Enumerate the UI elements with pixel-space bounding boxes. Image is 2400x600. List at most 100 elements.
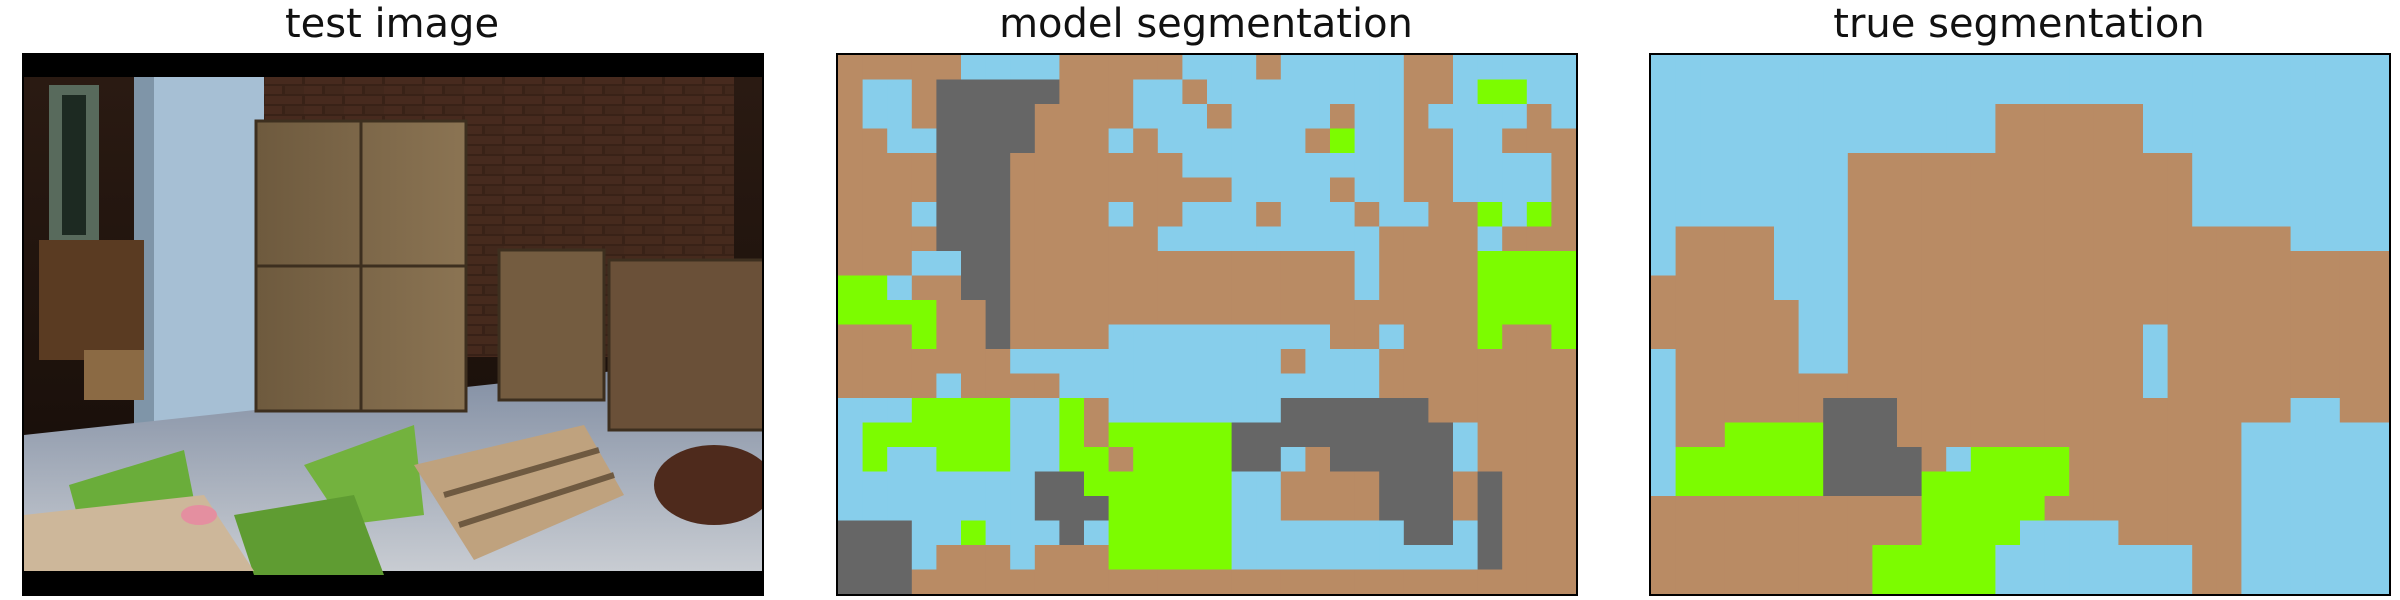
model-segmentation-cell [1330,251,1356,277]
model-segmentation-cell [1034,79,1060,105]
true-segmentation-cell [2143,202,2169,228]
model-segmentation-cell [862,447,888,473]
true-segmentation-cell [1946,398,1972,424]
true-segmentation-cell [2241,226,2267,252]
model-segmentation-cell [862,128,888,154]
true-segmentation-cell [2093,300,2119,326]
model-segmentation-cell [1280,128,1306,154]
model-segmentation-cell [1084,202,1110,228]
true-segmentation-cell [1700,153,1726,179]
true-segmentation-cell [2118,79,2144,105]
model-segmentation-cell [1354,202,1380,228]
true-segmentation-cell [2192,226,2218,252]
model-segmentation-cell [1305,496,1331,522]
model-segmentation-cell [936,496,962,522]
model-segmentation-cell [1133,104,1159,130]
model-segmentation-cell [1034,226,1060,252]
model-segmentation-cell [1059,324,1085,350]
model-segmentation-cell [1403,226,1429,252]
model-segmentation-cell [1526,545,1552,571]
model-segmentation-cell [862,79,888,105]
true-segmentation-cell [1749,275,1775,301]
model-segmentation-cell [1526,177,1552,203]
model-segmentation-cell [1330,349,1356,375]
true-segmentation-cell [2290,520,2316,546]
model-segmentation-cell [1034,104,1060,130]
model-segmentation-cell [1034,202,1060,228]
model-segmentation-cell [1403,251,1429,277]
model-segmentation-cell [961,202,987,228]
true-segmentation-cell [2315,55,2341,81]
true-segmentation-cell [1847,496,1873,522]
true-segmentation-cell [2290,202,2316,228]
model-segmentation-cell [1354,398,1380,424]
true-segmentation-cell [1651,324,1677,350]
true-segmentation-cell [1970,569,1996,594]
model-segmentation-cell [1330,275,1356,301]
model-segmentation-cell [1084,569,1110,594]
true-segmentation-cell [2044,373,2070,399]
true-segmentation-cell [2167,398,2193,424]
model-segmentation-cell [911,349,937,375]
model-segmentation-cell [936,398,962,424]
model-segmentation-cell [1157,177,1183,203]
model-segmentation-cell [1157,324,1183,350]
true-segmentation-cell [1995,300,2021,326]
model-segmentation-cell [985,398,1011,424]
model-segmentation-cell [1059,398,1085,424]
true-segmentation-cell [2093,202,2119,228]
model-segmentation-cell [1157,275,1183,301]
true-segmentation-cell [2364,373,2389,399]
model-segmentation-cell [1207,471,1233,497]
true-segmentation-cell [2216,471,2242,497]
model-segmentation-cell [1403,79,1429,105]
model-segmentation-cell [862,569,888,594]
true-segmentation-cell [2315,300,2341,326]
model-segmentation-cell [1034,324,1060,350]
true-segmentation-cell [1847,447,1873,473]
model-segmentation-cell [961,300,987,326]
true-segmentation-cell [1823,447,1849,473]
true-segmentation-cell [1724,55,1750,81]
model-segmentation-cell [838,398,864,424]
model-segmentation-cell [1059,545,1085,571]
model-segmentation-cell [1231,520,1257,546]
model-segmentation-cell [985,177,1011,203]
model-segmentation-cell [1551,349,1576,375]
model-segmentation-cell [1010,569,1036,594]
true-segmentation-cell [1872,177,1898,203]
true-segmentation-cell [1749,471,1775,497]
model-segmentation-cell [1379,545,1405,571]
model-segmentation-cell [1280,422,1306,448]
model-segmentation-cell [1477,447,1503,473]
model-segmentation-cell [838,447,864,473]
model-segmentation-cell [1305,373,1331,399]
model-segmentation-cell [1428,275,1454,301]
model-segmentation-cell [838,251,864,277]
model-segmentation-cell [1354,569,1380,594]
true-segmentation-cell [1675,349,1701,375]
true-segmentation-cell [1675,104,1701,130]
true-segmentation-cell [1749,520,1775,546]
true-segmentation-cell [2290,79,2316,105]
model-segmentation-cell [961,569,987,594]
true-segmentation-cell [2118,398,2144,424]
true-segmentation-cell [2241,55,2267,81]
model-segmentation-cell [862,520,888,546]
true-segmentation-cell [2069,251,2095,277]
model-segmentation-cell [1108,569,1134,594]
true-segmentation-cell [2069,153,2095,179]
true-segmentation-cell [2118,128,2144,154]
model-segmentation-cell [1133,226,1159,252]
true-segmentation-cell [2093,422,2119,448]
model-segmentation-cell [1207,202,1233,228]
model-segmentation-cell [985,349,1011,375]
true-segmentation-cell [2241,153,2267,179]
model-segmentation-cell [985,128,1011,154]
true-segmentation-cell [2093,177,2119,203]
true-segmentation-cell [1675,422,1701,448]
model-segmentation-cell [936,104,962,130]
true-segmentation-cell [1774,104,1800,130]
true-segmentation-cell [2266,251,2292,277]
model-segmentation-panel [836,53,1578,596]
